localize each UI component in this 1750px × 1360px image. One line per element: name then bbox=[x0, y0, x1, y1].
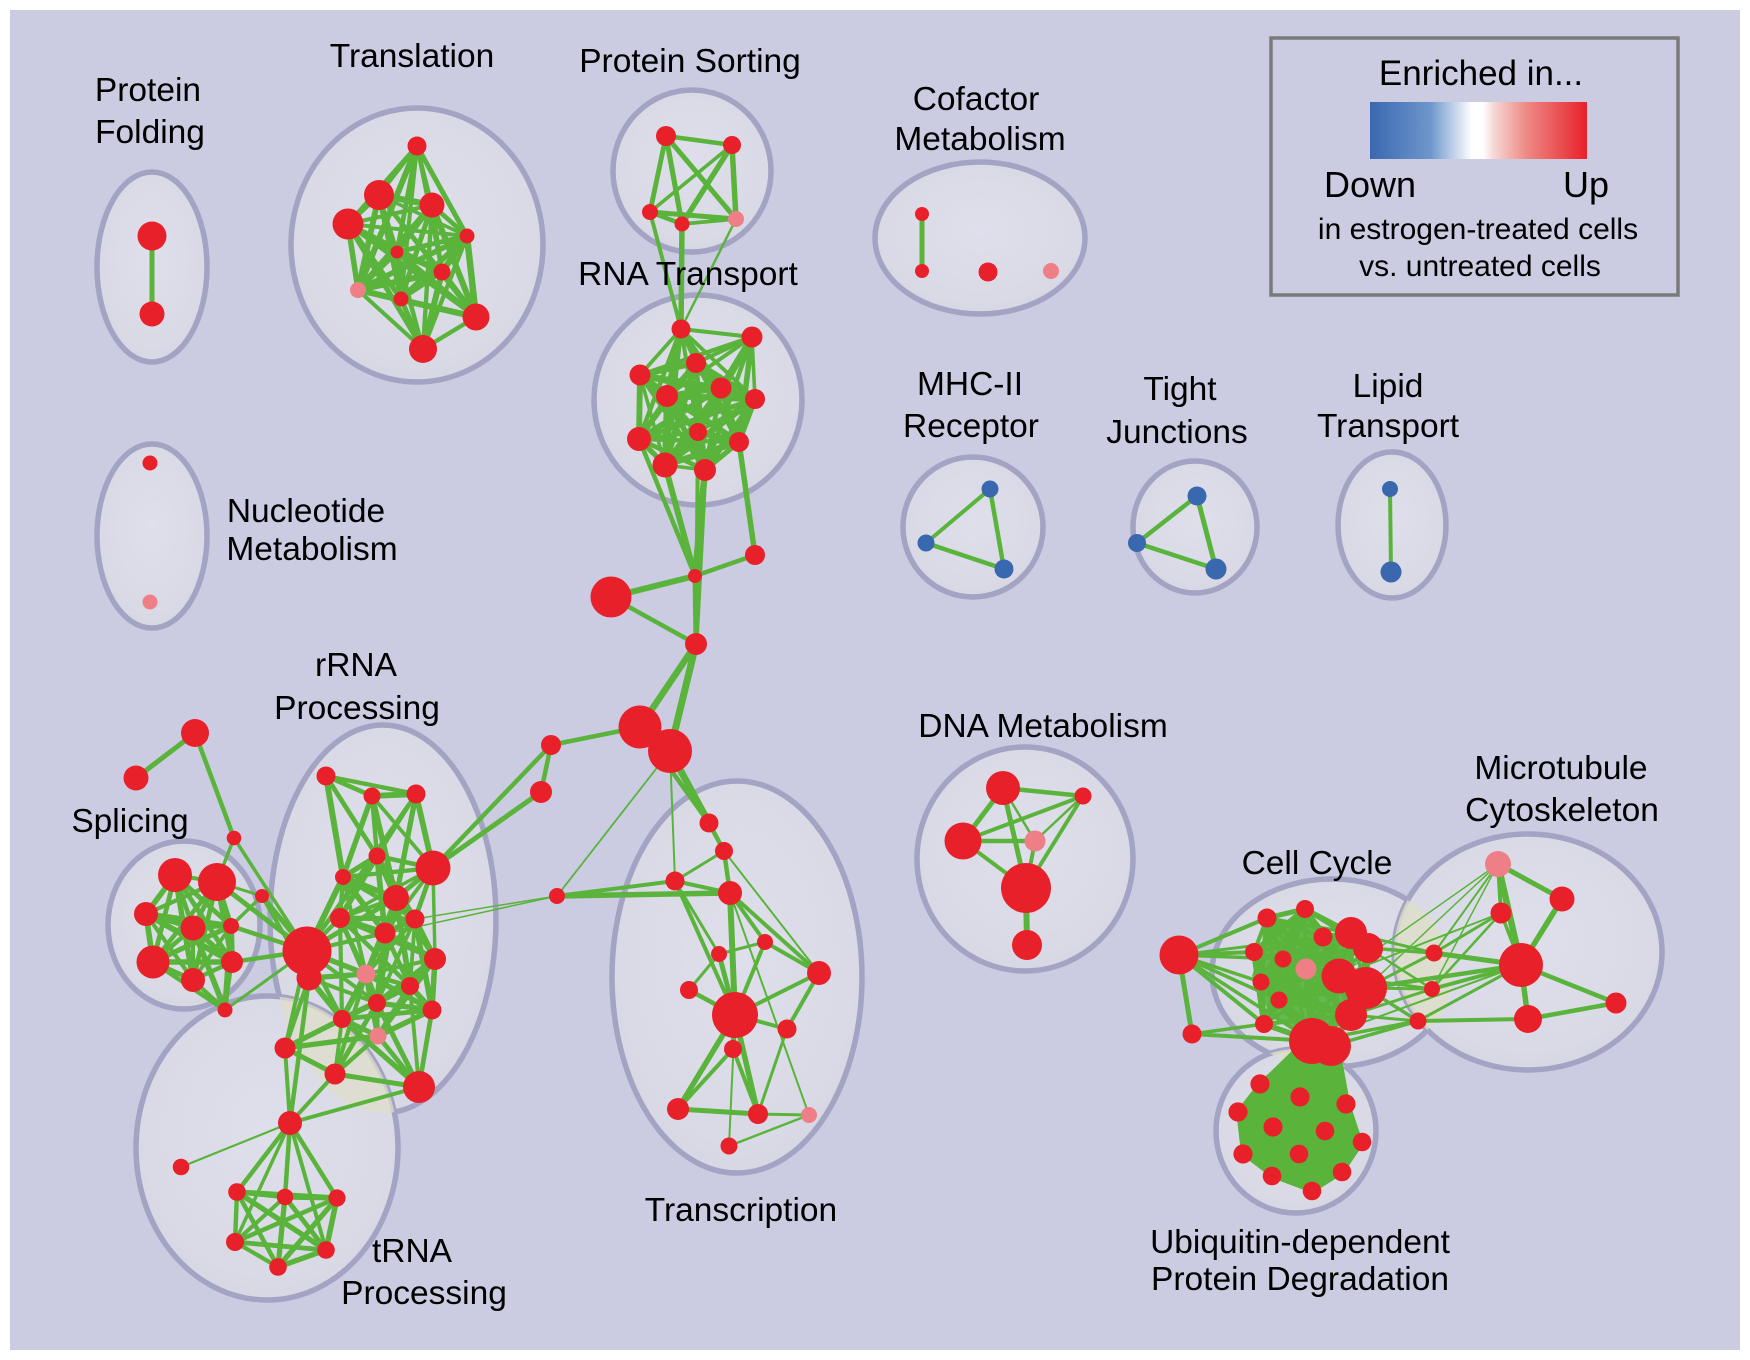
svg-text:MHC-II: MHC-II bbox=[917, 366, 1023, 403]
svg-text:Transport: Transport bbox=[1317, 408, 1460, 445]
svg-text:Translation: Translation bbox=[330, 38, 494, 75]
svg-text:Nucleotide: Nucleotide bbox=[227, 493, 385, 530]
svg-text:tRNA: tRNA bbox=[372, 1233, 453, 1270]
svg-text:Lipid: Lipid bbox=[1353, 368, 1424, 405]
svg-text:DNA Metabolism: DNA Metabolism bbox=[918, 708, 1167, 745]
svg-text:Tight: Tight bbox=[1143, 371, 1217, 408]
svg-text:Processing: Processing bbox=[341, 1275, 507, 1312]
svg-text:Metabolism: Metabolism bbox=[894, 121, 1065, 158]
svg-text:Protein: Protein bbox=[95, 72, 201, 109]
svg-text:Receptor: Receptor bbox=[903, 408, 1039, 445]
svg-text:Microtubule: Microtubule bbox=[1474, 750, 1647, 787]
svg-text:Enriched in...: Enriched in... bbox=[1379, 54, 1583, 93]
svg-text:Cell Cycle: Cell Cycle bbox=[1242, 845, 1393, 882]
svg-text:Junctions: Junctions bbox=[1106, 414, 1248, 451]
svg-text:Protein Degradation: Protein Degradation bbox=[1151, 1261, 1449, 1298]
svg-text:Ubiquitin-dependent: Ubiquitin-dependent bbox=[1150, 1224, 1451, 1261]
svg-text:Processing: Processing bbox=[274, 690, 440, 727]
svg-text:RNA Transport: RNA Transport bbox=[578, 256, 798, 293]
svg-text:Folding: Folding bbox=[95, 114, 205, 151]
svg-text:Metabolism: Metabolism bbox=[226, 531, 397, 568]
svg-text:Transcription: Transcription bbox=[645, 1192, 837, 1229]
svg-text:in estrogen-treated cells: in estrogen-treated cells bbox=[1318, 213, 1638, 246]
svg-text:Splicing: Splicing bbox=[71, 803, 188, 840]
svg-text:Cofactor: Cofactor bbox=[913, 81, 1040, 118]
svg-text:vs. untreated cells: vs. untreated cells bbox=[1359, 250, 1601, 283]
svg-text:Up: Up bbox=[1563, 164, 1609, 205]
svg-text:Protein Sorting: Protein Sorting bbox=[579, 43, 801, 80]
svg-text:Cytoskeleton: Cytoskeleton bbox=[1465, 792, 1659, 829]
svg-text:rRNA: rRNA bbox=[315, 647, 398, 684]
svg-text:Down: Down bbox=[1324, 164, 1416, 205]
